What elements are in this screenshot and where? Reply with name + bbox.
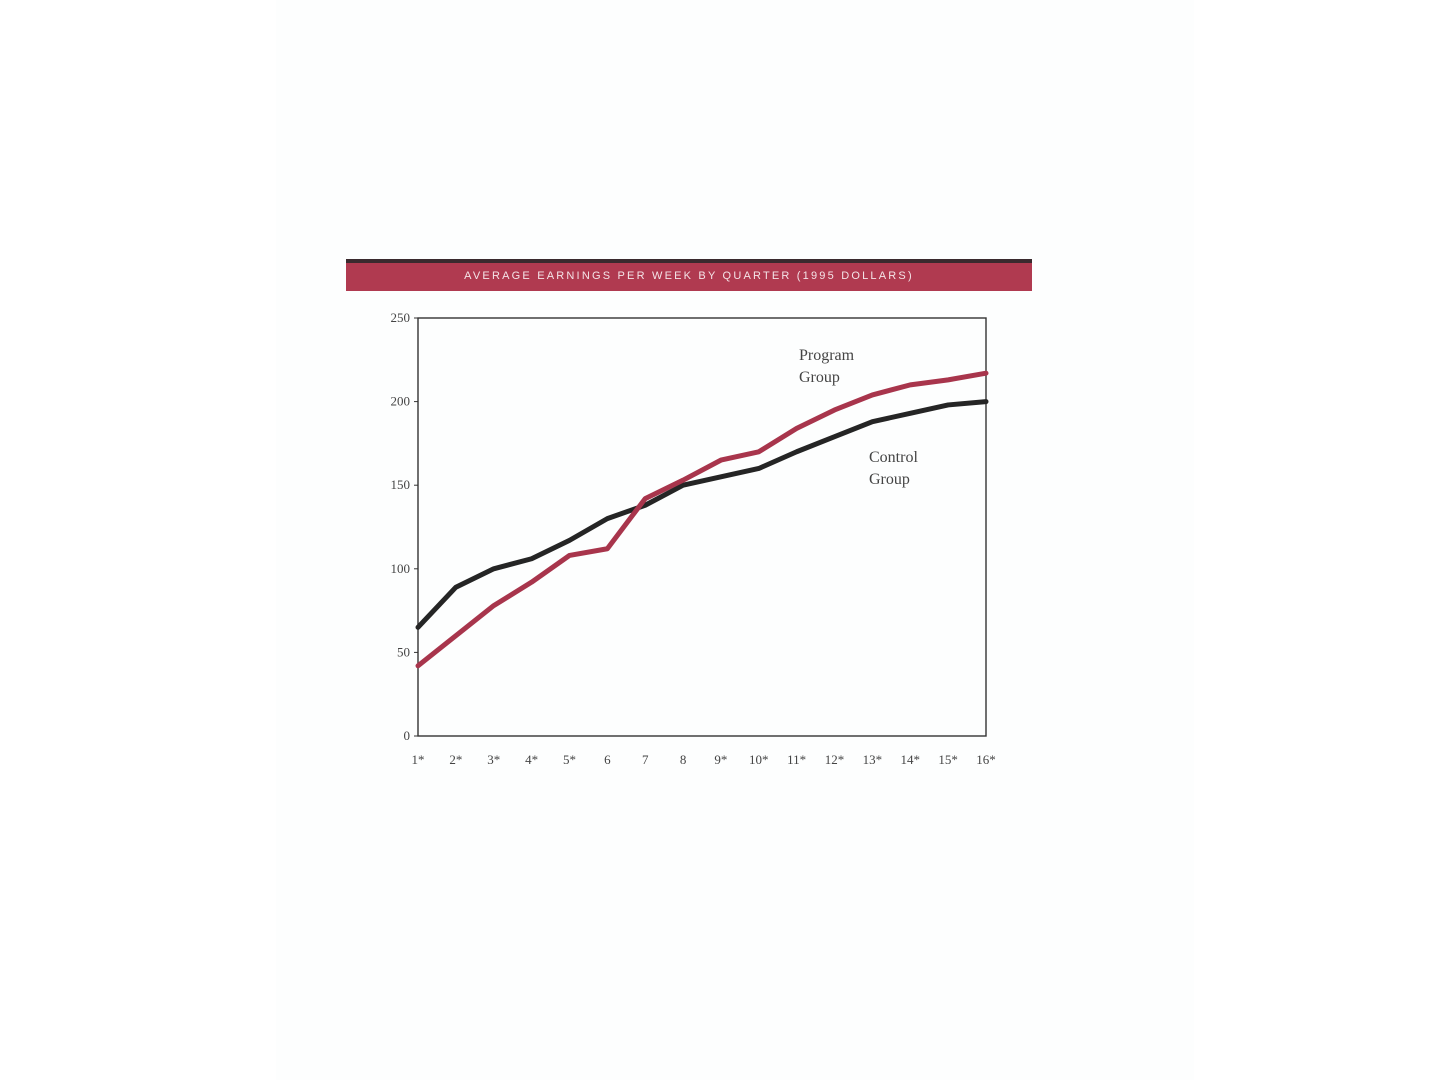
x-tick-label: 3* bbox=[487, 752, 500, 767]
chart-title: AVERAGE EARNINGS PER WEEK BY QUARTER (19… bbox=[464, 270, 914, 282]
y-tick-label: 50 bbox=[397, 644, 410, 659]
x-tick-label: 13* bbox=[863, 752, 883, 767]
x-tick-label: 11* bbox=[787, 752, 806, 767]
x-tick-label: 15* bbox=[938, 752, 958, 767]
x-tick-label: 6 bbox=[604, 752, 611, 767]
program-group-label: Program bbox=[799, 347, 855, 364]
x-tick-label: 16* bbox=[976, 752, 996, 767]
x-tick-label: 4* bbox=[525, 752, 538, 767]
x-tick-label: 10* bbox=[749, 752, 769, 767]
chart-title-banner: AVERAGE EARNINGS PER WEEK BY QUARTER (19… bbox=[346, 259, 1032, 291]
x-tick-label: 7 bbox=[642, 752, 649, 767]
program-group-line bbox=[415, 370, 989, 669]
control-group-label: Control bbox=[869, 449, 918, 466]
x-tick-label: 9* bbox=[714, 752, 727, 767]
program-group-label: Group bbox=[799, 369, 840, 386]
plot-frame bbox=[417, 317, 987, 737]
y-tick-label: 150 bbox=[391, 477, 411, 492]
page-sheet bbox=[276, 0, 1194, 1080]
control-group-label: Group bbox=[869, 471, 910, 488]
control-group-line bbox=[415, 399, 989, 630]
y-tick-label: 0 bbox=[404, 728, 411, 743]
x-tick-label: 2* bbox=[449, 752, 462, 767]
x-tick-label: 14* bbox=[901, 752, 921, 767]
x-tick-label: 1* bbox=[412, 752, 425, 767]
x-tick-label: 12* bbox=[825, 752, 845, 767]
x-tick-label: 5* bbox=[563, 752, 576, 767]
y-tick-label: 200 bbox=[391, 394, 411, 409]
x-tick-label: 8 bbox=[680, 752, 687, 767]
y-tick-label: 100 bbox=[391, 561, 411, 576]
y-tick-label: 250 bbox=[391, 310, 411, 325]
